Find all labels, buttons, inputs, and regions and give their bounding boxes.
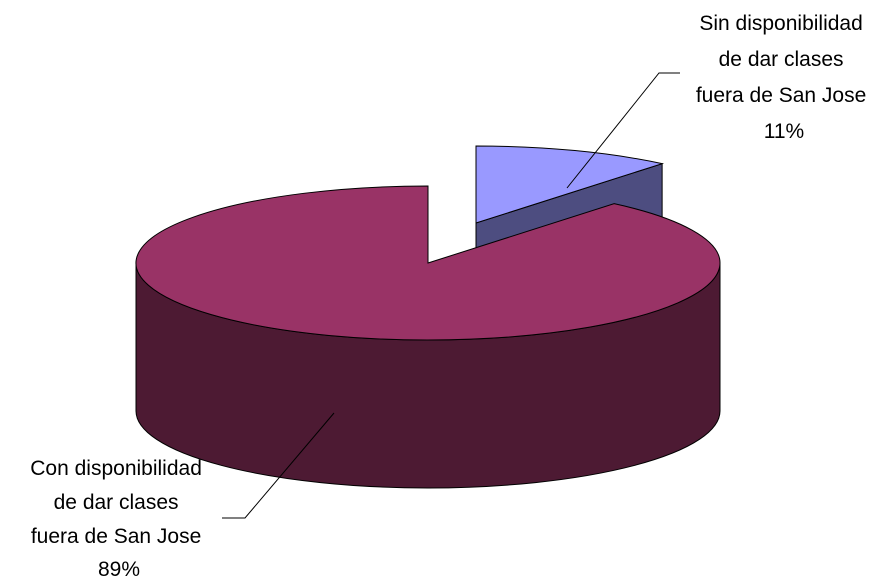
data-labels: Sin disponibilidad de dar clases fuera d… xyxy=(30,12,872,581)
slice-percent-con: 89% xyxy=(98,558,140,579)
slice-percent-sin: 11% xyxy=(764,120,804,143)
slice-label-sin-line2: de dar clases xyxy=(719,48,844,71)
slice-label-sin-line3: fuera de San Jose xyxy=(696,84,866,107)
slice-label-con-line1: Con disponibilidad xyxy=(30,457,202,480)
pie-tops xyxy=(135,145,721,341)
slice-label-con-line3: fuera de San Jose xyxy=(31,525,201,548)
leader-line-con xyxy=(222,412,335,519)
leader-lines xyxy=(222,72,680,519)
slice-label-sin: Sin disponibilidad de dar clases fuera d… xyxy=(696,12,872,143)
leader-line-sin xyxy=(566,72,680,189)
slice-label-con: Con disponibilidad de dar clases fuera d… xyxy=(30,457,207,579)
slice-label-sin-line1: Sin disponibilidad xyxy=(699,12,862,35)
slice-label-con-line2: de dar clases xyxy=(54,491,179,514)
slice-sin-top xyxy=(475,145,665,224)
slice-con-top xyxy=(135,185,721,341)
